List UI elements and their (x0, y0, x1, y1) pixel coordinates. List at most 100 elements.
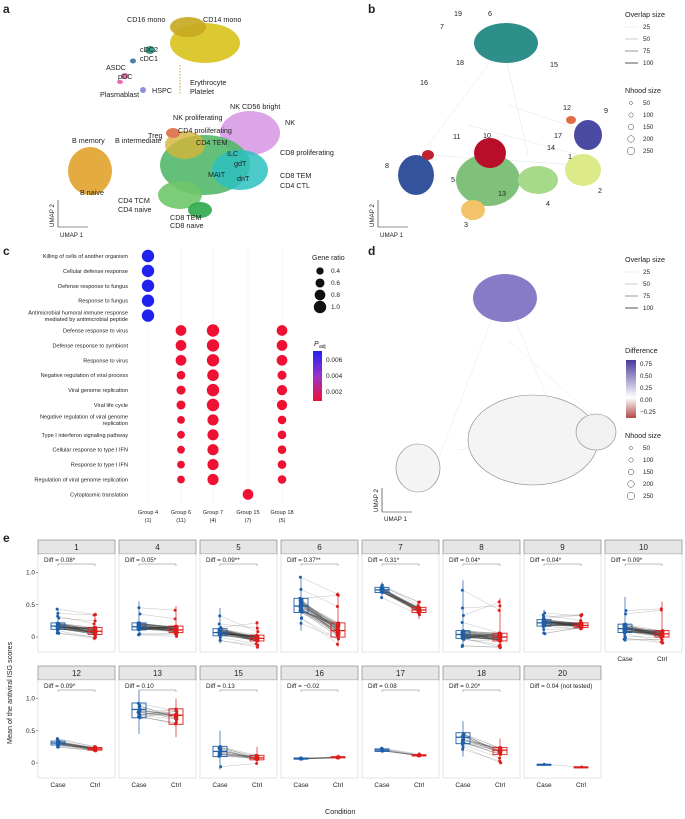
c-dot (141, 309, 155, 322)
b-overlap-legend: 25 50 75 100 (625, 24, 654, 67)
e-point-case (460, 588, 464, 592)
e-pair-line (300, 610, 339, 625)
nhood-label-16: 16 (420, 78, 428, 87)
e-facets: 1 Diff = 0.08* 0 0.5 1.0 4 Diff = 0.05* 5 Diff =… (26, 539, 683, 789)
label-asdc: ASDC (106, 63, 126, 72)
e-pair-line (138, 613, 177, 620)
e-pair-line (138, 712, 177, 718)
c-dot (177, 460, 185, 469)
e-pair-line (300, 610, 339, 631)
nhood-cluster-2 (565, 154, 601, 186)
svg-text:100: 100 (643, 60, 654, 67)
svg-text:150: 150 (643, 469, 654, 476)
e-facet: 5 Diff = 0.09** (199, 539, 278, 653)
e-pair-line (138, 622, 177, 630)
nhood-label-12: 12 (563, 103, 571, 112)
e-point-case (299, 600, 303, 604)
e-ytick: 0.5 (26, 728, 35, 735)
e-diff-label: Diff = 0.37** (287, 557, 321, 564)
d-ylabel: UMAP 2 (373, 489, 380, 512)
e-pair-line (219, 623, 258, 629)
e-point-case (381, 748, 385, 752)
e-pair-line (462, 749, 501, 762)
e-diff-bracket (57, 689, 96, 692)
panel-letter-e: e (3, 531, 10, 545)
e-point-case (217, 754, 221, 758)
c-color-legend-subscript: adj (319, 344, 326, 350)
svg-text:50: 50 (643, 445, 650, 452)
e-xtick-ctrl: Ctrl (576, 782, 587, 789)
cluster-hspc (140, 87, 146, 93)
e-pair-line (219, 746, 258, 756)
label-erythrocyte: Erythrocyte (190, 78, 226, 87)
e-point-ctrl (498, 633, 502, 637)
label-cd4-naive: CD4 naive (118, 205, 152, 214)
e-facet: 17 Diff = 0.08 Case Ctrl (361, 665, 440, 789)
e-pair-line (462, 601, 501, 616)
e-pair-line (300, 601, 339, 635)
c-dot (276, 399, 288, 411)
d-difference-title: Difference (625, 346, 658, 355)
e-pair-line (624, 633, 663, 643)
e-pair-line (462, 638, 501, 648)
e-xtick-case: Case (293, 782, 309, 789)
e-xtick-case: Case (131, 782, 147, 789)
e-point-case (462, 631, 466, 635)
e-ytick: 0 (31, 634, 35, 641)
e-xtick-case: Case (455, 782, 471, 789)
panel-letter-c: c (3, 244, 10, 258)
e-point-ctrl (497, 636, 501, 640)
cluster-cd4-naive (158, 181, 202, 209)
e-point-case (136, 701, 140, 705)
e-point-case (56, 742, 60, 746)
e-point-case (622, 625, 626, 629)
e-point-ctrl (579, 627, 583, 631)
c-dot (141, 294, 155, 307)
e-pair-line (462, 622, 501, 634)
panel-letter-b: b (368, 2, 376, 16)
e-point-case (623, 634, 627, 638)
e-facet-title: 15 (234, 669, 243, 678)
e-facet-title: 7 (398, 543, 403, 552)
label-nk: NK (285, 118, 295, 127)
e-point-ctrl (497, 608, 501, 612)
e-xtick-ctrl: Ctrl (333, 782, 344, 789)
e-point-ctrl (255, 758, 259, 762)
label-cd8-proliferating: CD8 proliferating (280, 148, 334, 157)
label-platelet: Platelet (190, 87, 214, 96)
e-facet-panel (37, 679, 116, 779)
label-treg: Treg (148, 131, 163, 140)
c-term-label: Negative regulation of viral process (41, 373, 129, 379)
e-point-ctrl (659, 640, 663, 644)
d-difference-colorbar (626, 360, 636, 418)
e-pair-line (219, 633, 258, 637)
e-facet-panel (361, 679, 440, 779)
e-point-case (57, 616, 61, 620)
c-size-legend-dot (316, 267, 324, 275)
e-point-case (218, 746, 222, 750)
e-pair-line (462, 645, 501, 648)
e-point-case (460, 645, 464, 649)
e-facet: 10 Diff = 0.09* Case Ctrl (604, 539, 683, 663)
e-pair-line (462, 746, 501, 763)
e-point-case (137, 606, 141, 610)
c-dot (177, 416, 185, 424)
e-point-case (138, 627, 142, 631)
c-term-label: Response to type I IFN (71, 463, 128, 469)
e-diff-bracket (543, 563, 582, 566)
e-facet-title: 5 (236, 543, 241, 552)
nhood-cluster-5 (456, 154, 520, 206)
b-nhood-legend: 50 100 150 200 250 (626, 100, 654, 156)
nhood-label-10: 10 (483, 131, 491, 140)
label-gdt: gdT (234, 159, 247, 168)
e-facet: 6 Diff = 0.37** (280, 539, 359, 653)
e-pair-line (381, 591, 420, 613)
nhood-label-9: 9 (604, 106, 608, 115)
e-point-ctrl (173, 713, 177, 717)
e-point-case (299, 621, 303, 625)
e-pair-line (300, 601, 339, 635)
c-color-legend-label: 0.004 (326, 373, 343, 380)
e-pair-line (381, 589, 420, 611)
c-term-label: Viral genome replication (68, 388, 128, 394)
nhood-cluster-11 (422, 150, 434, 160)
